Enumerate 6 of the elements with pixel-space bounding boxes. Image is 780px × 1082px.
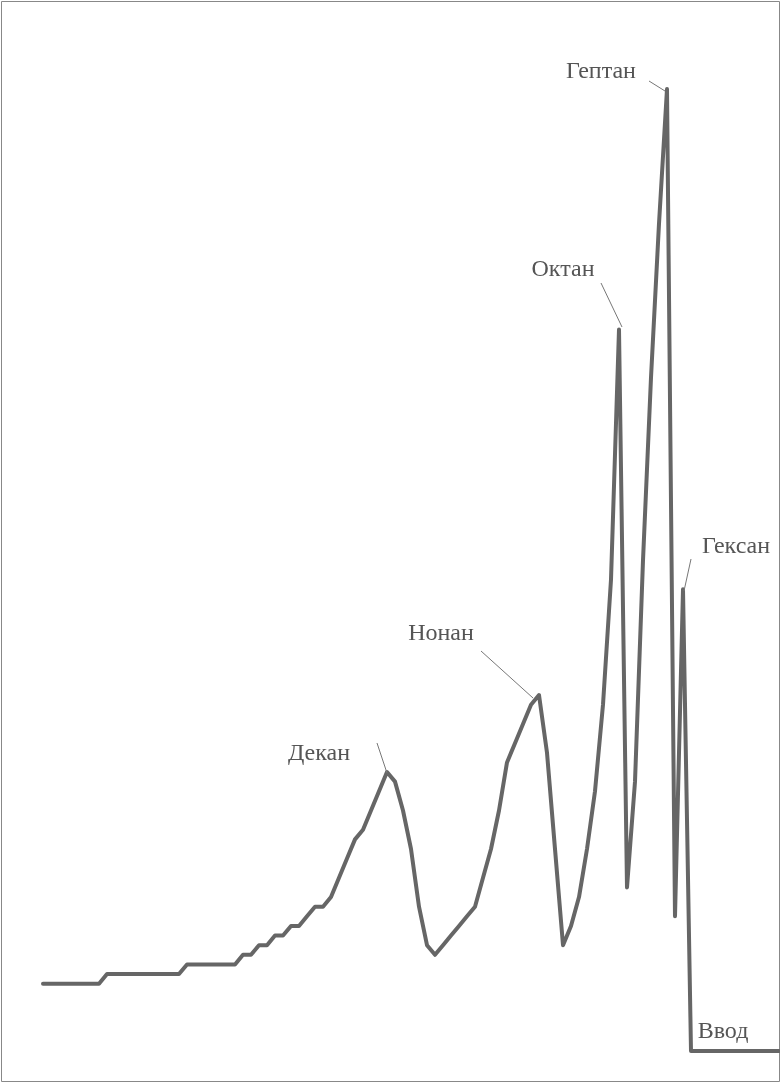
annotation: Нонан xyxy=(408,619,474,645)
text: Гептан xyxy=(566,57,637,83)
annotation: Ввод xyxy=(697,1017,749,1043)
annotation: Декан xyxy=(287,739,351,765)
annotation: Октан xyxy=(531,255,595,281)
annotation: Гексан xyxy=(701,532,771,558)
